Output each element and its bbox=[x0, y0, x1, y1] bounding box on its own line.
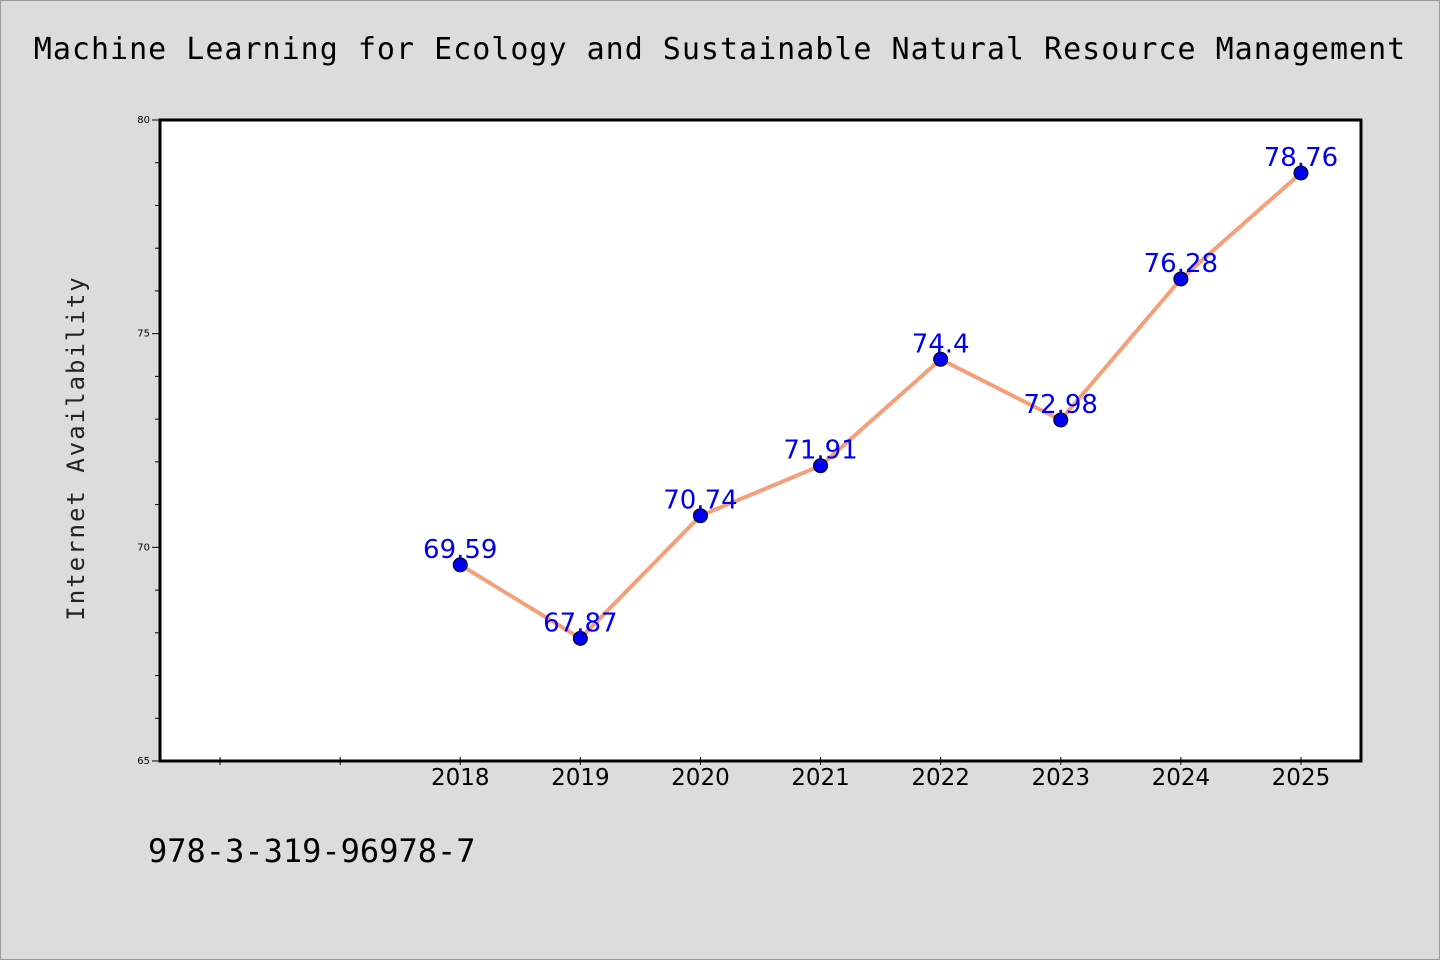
data-point bbox=[452, 557, 468, 573]
data-label: 76.28 bbox=[1144, 249, 1218, 279]
data-label: 69.59 bbox=[423, 535, 497, 565]
data-point bbox=[813, 458, 829, 474]
data-label: 72.98 bbox=[1024, 390, 1098, 420]
data-label-group: 69.59 67.87 70.74 71.91 74.4 72.98 76.28 78.76 bbox=[423, 143, 1338, 638]
data-label: 67.87 bbox=[543, 608, 617, 638]
data-label: 71.91 bbox=[783, 436, 857, 466]
data-label: 74.4 bbox=[912, 329, 970, 359]
x-tick-label: 2025 bbox=[1272, 765, 1331, 791]
data-label: 70.74 bbox=[663, 486, 737, 516]
data-label: 78.76 bbox=[1264, 143, 1338, 173]
data-point bbox=[933, 351, 949, 367]
x-tick-label: 2021 bbox=[791, 765, 850, 791]
x-axis: 2018 2019 2020 2021 2022 2023 2024 2025 bbox=[219, 757, 1331, 791]
data-point bbox=[1293, 165, 1309, 181]
x-tick-label: 2022 bbox=[911, 765, 970, 791]
data-point bbox=[1053, 412, 1069, 428]
series-line bbox=[458, 170, 1303, 641]
footer-code: 978-3-319-96978-7 bbox=[148, 832, 476, 870]
chart-title: Machine Learning for Ecology and Sustain… bbox=[33, 32, 1407, 67]
y-tick-label: 80 bbox=[137, 115, 150, 126]
x-tick-label: 2019 bbox=[551, 765, 610, 791]
y-tick-label: 65 bbox=[137, 756, 150, 767]
x-tick-label: 2023 bbox=[1031, 765, 1090, 791]
y-tick-label: 70 bbox=[137, 542, 150, 553]
data-point bbox=[1173, 271, 1189, 287]
data-point bbox=[692, 508, 708, 524]
x-tick-label: 2018 bbox=[431, 765, 490, 791]
series-marker-group bbox=[452, 165, 1309, 646]
y-axis: 65 70 75 80 bbox=[137, 115, 160, 767]
y-tick-label: 75 bbox=[137, 329, 150, 340]
plot-area bbox=[158, 118, 1363, 763]
data-point bbox=[572, 630, 588, 646]
x-tick-label: 2020 bbox=[671, 765, 730, 791]
x-tick-label: 2024 bbox=[1152, 765, 1211, 791]
series-line-group bbox=[458, 170, 1303, 641]
